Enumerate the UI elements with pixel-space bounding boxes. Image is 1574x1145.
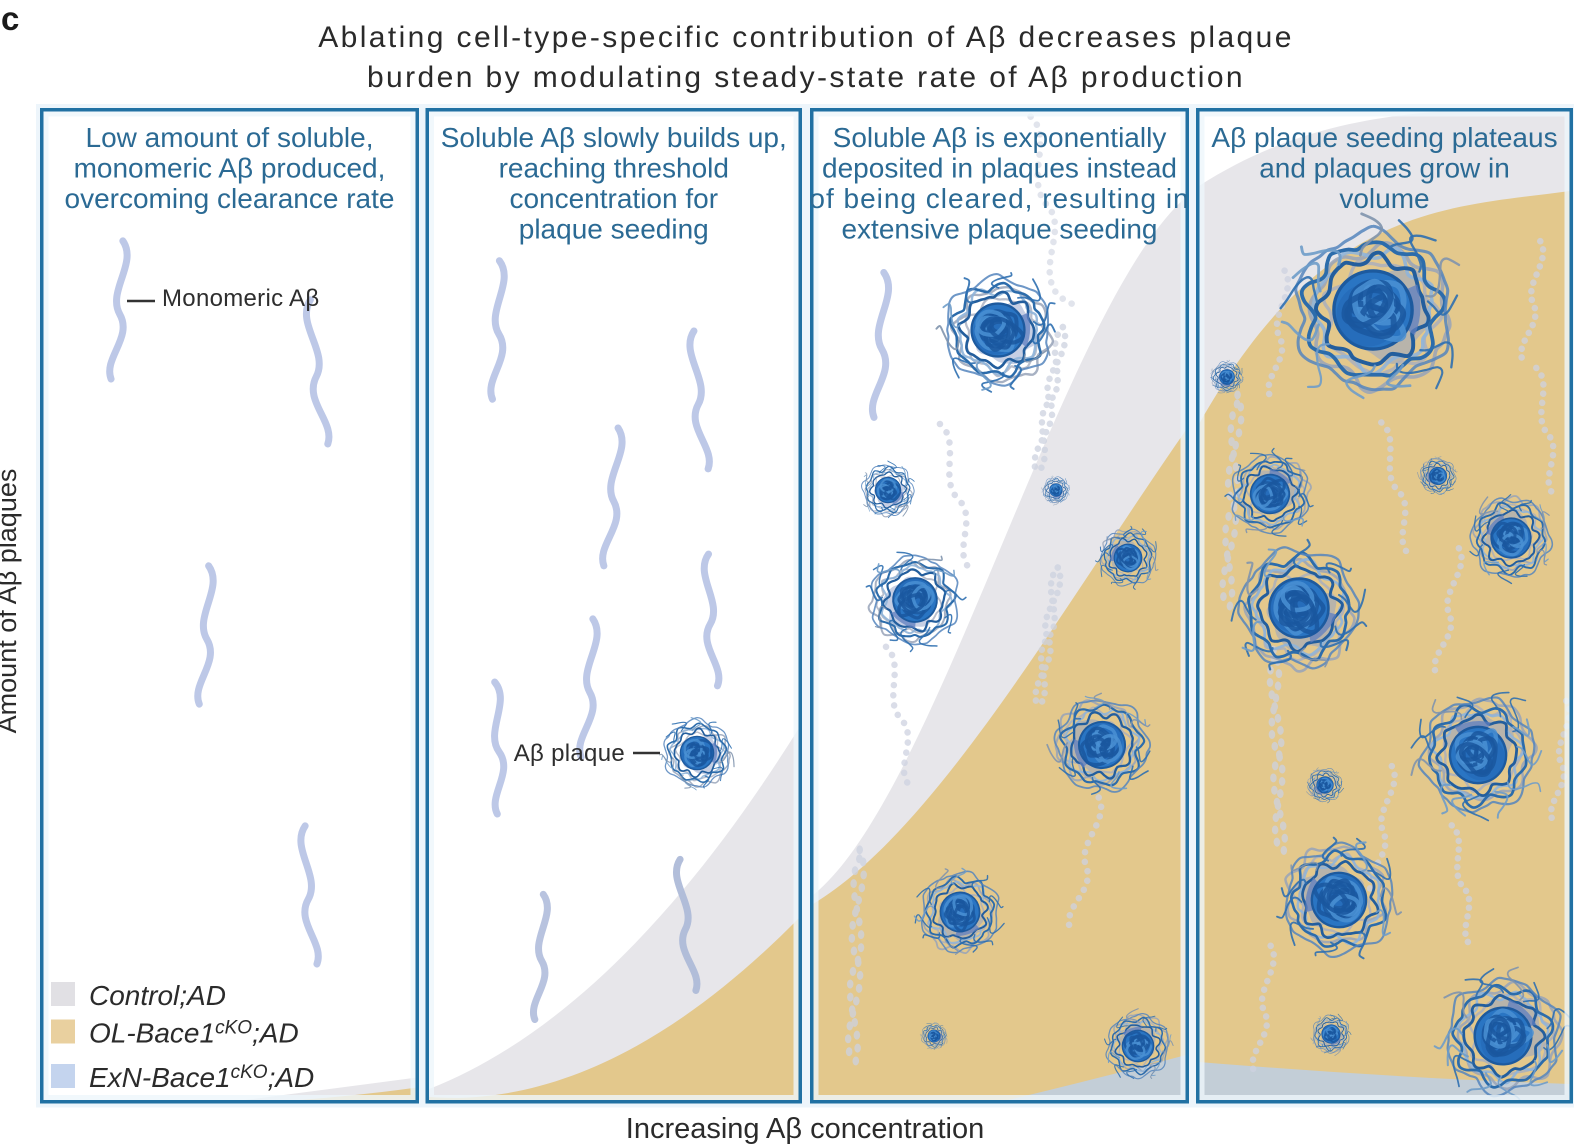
svg-text:and plaques grow in: and plaques grow in [1259,153,1510,184]
svg-text:Monomeric Aβ: Monomeric Aβ [162,285,319,312]
svg-text:Aβ plaque seeding plateaus: Aβ plaque seeding plateaus [1211,122,1557,153]
svg-text:c: c [1,0,19,37]
svg-text:deposited in plaques instead: deposited in plaques instead [822,153,1177,184]
svg-text:Soluble Aβ slowly builds up,: Soluble Aβ slowly builds up, [441,122,787,153]
svg-text:Low amount of soluble,: Low amount of soluble, [86,122,374,153]
svg-text:monomeric Aβ produced,: monomeric Aβ produced, [74,153,386,184]
svg-text:extensive plaque seeding: extensive plaque seeding [841,214,1157,245]
svg-text:ExN-Bace1cKO;AD: ExN-Bace1cKO;AD [89,1062,314,1093]
svg-text:plaque seeding: plaque seeding [519,214,709,245]
svg-text:reaching threshold: reaching threshold [499,153,729,184]
svg-text:burden by modulating steady-st: burden by modulating steady-state rate o… [367,61,1245,94]
svg-text:Amount of Aβ plaques: Amount of Aβ plaques [0,469,22,734]
svg-text:of being cleared, resulting in: of being cleared, resulting in [809,183,1189,214]
svg-text:Ablating cell-type-specific co: Ablating cell-type-specific contribution… [318,21,1294,54]
svg-text:OL-Bace1cKO;AD: OL-Bace1cKO;AD [89,1018,299,1049]
svg-text:Soluble Aβ is exponentially: Soluble Aβ is exponentially [833,122,1167,153]
svg-text:Control;AD: Control;AD [89,980,226,1011]
svg-text:overcoming clearance rate: overcoming clearance rate [65,183,395,214]
svg-text:concentration for: concentration for [509,183,718,214]
svg-text:volume: volume [1339,183,1429,214]
svg-text:Aβ plaque: Aβ plaque [514,740,625,767]
svg-text:Increasing Aβ concentration: Increasing Aβ concentration [626,1113,984,1145]
